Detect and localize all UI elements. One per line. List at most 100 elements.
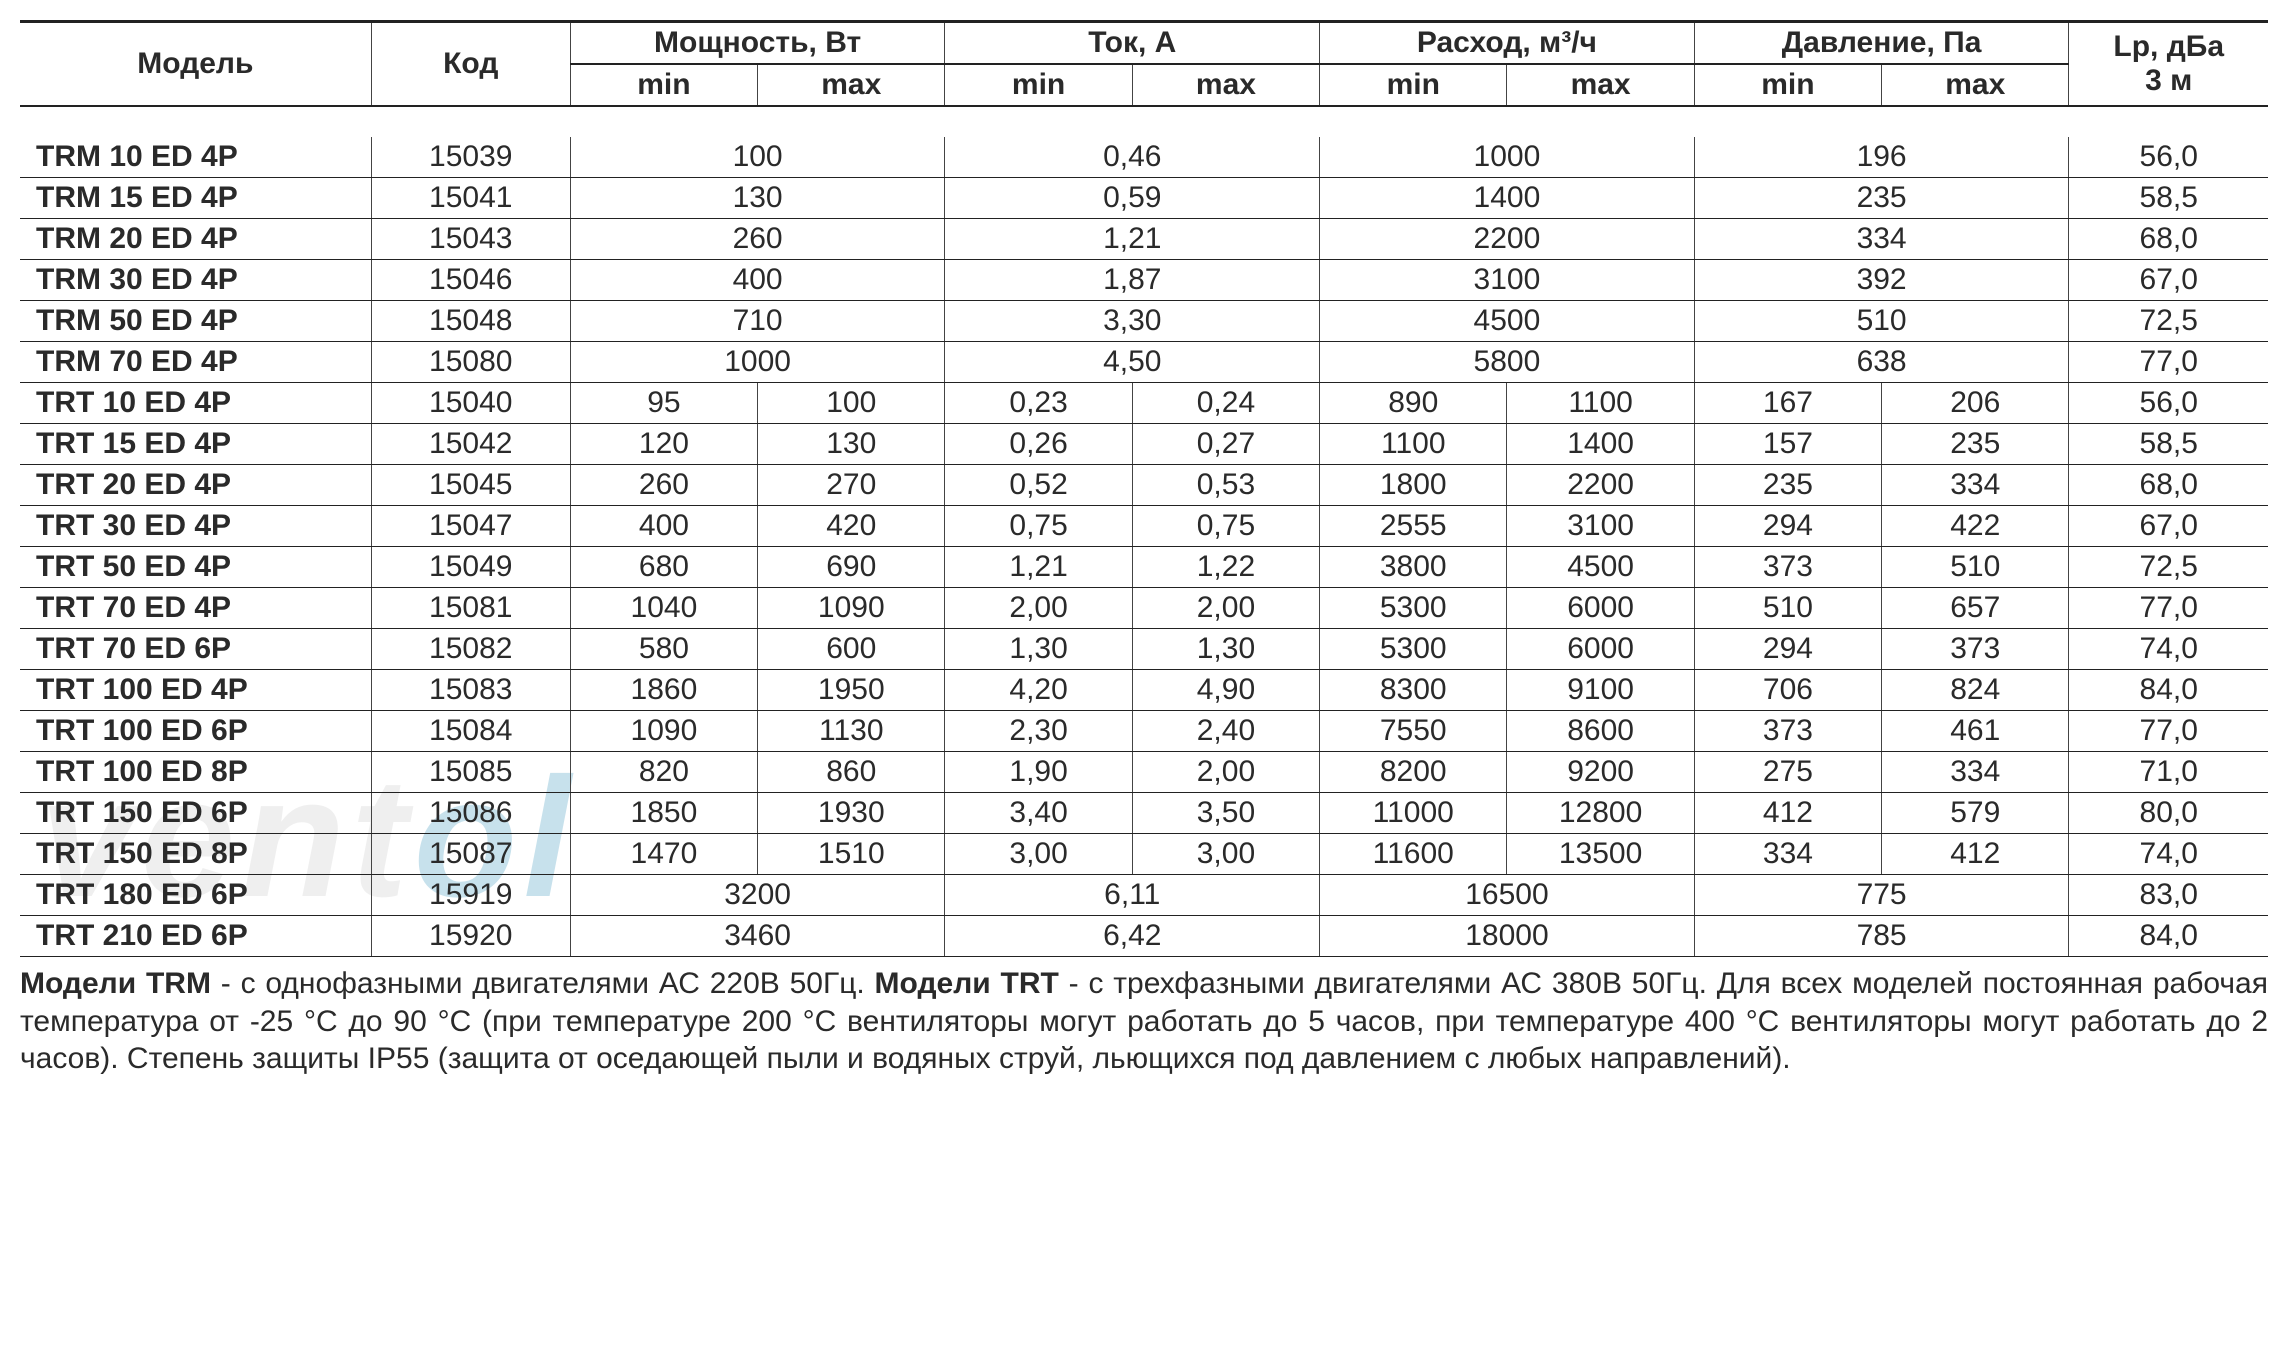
cell-power-min: 400	[570, 506, 757, 547]
cell-lp: 83,0	[2069, 875, 2268, 916]
cell-code: 15920	[371, 916, 570, 957]
cell-current-max: 0,53	[1132, 465, 1319, 506]
table-row: TRM 30 ED 4P150464001,87310039267,0	[20, 260, 2268, 301]
cell-model: TRT 15 ED 4P	[20, 424, 371, 465]
cell-code: 15084	[371, 711, 570, 752]
header-flow: Расход, м³/ч	[1320, 22, 1695, 65]
cell-model: TRT 210 ED 6P	[20, 916, 371, 957]
cell-power-max: 1130	[758, 711, 945, 752]
cell-flow: 1000	[1320, 137, 1695, 178]
cell-power-min: 260	[570, 465, 757, 506]
cell-flow-max: 6000	[1507, 629, 1694, 670]
cell-model: TRT 70 ED 6P	[20, 629, 371, 670]
header-power-min: min	[570, 64, 757, 106]
header-current-min: min	[945, 64, 1132, 106]
cell-current-max: 0,27	[1132, 424, 1319, 465]
cell-pressure: 235	[1694, 178, 2069, 219]
cell-code: 15087	[371, 834, 570, 875]
cell-flow-min: 5300	[1320, 588, 1507, 629]
cell-pressure-min: 294	[1694, 506, 1881, 547]
table-row: TRM 15 ED 4P150411300,59140023558,5	[20, 178, 2268, 219]
cell-code: 15048	[371, 301, 570, 342]
table-row: TRT 15 ED 4P150421201300,260,27110014001…	[20, 424, 2268, 465]
cell-flow-min: 5300	[1320, 629, 1507, 670]
cell-flow-max: 9200	[1507, 752, 1694, 793]
cell-current-min: 1,21	[945, 547, 1132, 588]
cell-current-min: 3,40	[945, 793, 1132, 834]
cell-current-max: 2,00	[1132, 588, 1319, 629]
cell-current-min: 2,00	[945, 588, 1132, 629]
cell-power-min: 1470	[570, 834, 757, 875]
cell-current: 1,21	[945, 219, 1320, 260]
cell-model: TRM 10 ED 4P	[20, 137, 371, 178]
cell-power-min: 1090	[570, 711, 757, 752]
cell-flow: 2200	[1320, 219, 1695, 260]
cell-current-max: 0,24	[1132, 383, 1319, 424]
header-pressure: Давление, Па	[1694, 22, 2069, 65]
table-row: TRM 50 ED 4P150487103,30450051072,5	[20, 301, 2268, 342]
cell-flow: 1400	[1320, 178, 1695, 219]
cell-current: 0,46	[945, 137, 1320, 178]
footnote-bold2: Модели TRT	[875, 967, 1059, 1000]
cell-pressure-max: 461	[1882, 711, 2069, 752]
cell-current-min: 4,20	[945, 670, 1132, 711]
cell-model: TRT 180 ED 6P	[20, 875, 371, 916]
cell-model: TRT 20 ED 4P	[20, 465, 371, 506]
cell-lp: 77,0	[2069, 711, 2268, 752]
cell-pressure-max: 657	[1882, 588, 2069, 629]
cell-code: 15919	[371, 875, 570, 916]
cell-flow-max: 4500	[1507, 547, 1694, 588]
cell-pressure: 638	[1694, 342, 2069, 383]
table-row: TRT 10 ED 4P15040951000,230,248901100167…	[20, 383, 2268, 424]
cell-model: TRT 100 ED 4P	[20, 670, 371, 711]
cell-model: TRM 70 ED 4P	[20, 342, 371, 383]
cell-flow-max: 9100	[1507, 670, 1694, 711]
cell-pressure-min: 235	[1694, 465, 1881, 506]
header-flow-max: max	[1507, 64, 1694, 106]
cell-pressure-max: 422	[1882, 506, 2069, 547]
cell-current-min: 0,52	[945, 465, 1132, 506]
cell-power: 710	[570, 301, 945, 342]
cell-model: TRM 50 ED 4P	[20, 301, 371, 342]
cell-code: 15086	[371, 793, 570, 834]
cell-lp: 77,0	[2069, 588, 2268, 629]
cell-pressure-min: 510	[1694, 588, 1881, 629]
cell-code: 15049	[371, 547, 570, 588]
cell-power-max: 600	[758, 629, 945, 670]
cell-current: 6,42	[945, 916, 1320, 957]
cell-code: 15040	[371, 383, 570, 424]
cell-current-min: 0,26	[945, 424, 1132, 465]
cell-flow-max: 1400	[1507, 424, 1694, 465]
cell-power-min: 680	[570, 547, 757, 588]
cell-power-max: 1930	[758, 793, 945, 834]
cell-lp: 74,0	[2069, 629, 2268, 670]
table-row: TRT 70 ED 6P150825806001,301,30530060002…	[20, 629, 2268, 670]
cell-model: TRM 20 ED 4P	[20, 219, 371, 260]
cell-current-max: 3,00	[1132, 834, 1319, 875]
cell-power-min: 1850	[570, 793, 757, 834]
cell-lp: 72,5	[2069, 547, 2268, 588]
header-lp: Lp, дБа 3 м	[2069, 22, 2268, 107]
header-power: Мощность, Вт	[570, 22, 945, 65]
cell-pressure-max: 412	[1882, 834, 2069, 875]
cell-power-min: 820	[570, 752, 757, 793]
cell-pressure-max: 579	[1882, 793, 2069, 834]
cell-power-min: 1860	[570, 670, 757, 711]
table-row: TRT 100 ED 8P150858208601,902,0082009200…	[20, 752, 2268, 793]
cell-current-min: 1,90	[945, 752, 1132, 793]
cell-current: 3,30	[945, 301, 1320, 342]
cell-flow-min: 11000	[1320, 793, 1507, 834]
cell-power-max: 270	[758, 465, 945, 506]
cell-lp: 67,0	[2069, 260, 2268, 301]
cell-pressure-max: 206	[1882, 383, 2069, 424]
cell-current: 1,87	[945, 260, 1320, 301]
cell-power-min: 580	[570, 629, 757, 670]
cell-code: 15041	[371, 178, 570, 219]
cell-flow: 4500	[1320, 301, 1695, 342]
cell-current-max: 2,00	[1132, 752, 1319, 793]
cell-flow: 16500	[1320, 875, 1695, 916]
cell-pressure-min: 373	[1694, 547, 1881, 588]
cell-pressure: 334	[1694, 219, 2069, 260]
table-row: TRT 100 ED 6P15084109011302,302,40755086…	[20, 711, 2268, 752]
header-current: Ток, А	[945, 22, 1320, 65]
